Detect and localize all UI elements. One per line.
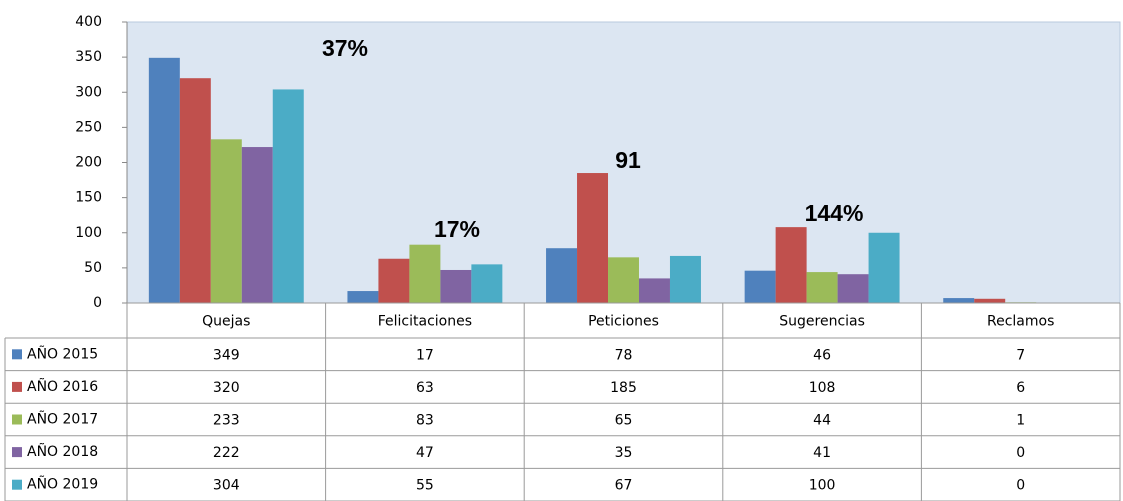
- legend-swatch: [12, 349, 22, 360]
- table-cell: 108: [809, 380, 836, 396]
- bar: [347, 291, 379, 303]
- y-tick-label: 400: [75, 14, 102, 30]
- table-cell: 0: [1016, 445, 1025, 461]
- table-cell: 46: [813, 347, 831, 363]
- bar: [943, 298, 975, 303]
- bar: [577, 173, 609, 303]
- legend-label: AÑO 2019: [27, 476, 98, 493]
- x-tick-label: Reclamos: [987, 314, 1054, 330]
- table-cell: 35: [615, 445, 633, 461]
- annotation: 91: [615, 147, 641, 173]
- legend-label: AÑO 2016: [27, 378, 98, 395]
- legend-swatch: [12, 447, 22, 458]
- table-cell: 100: [809, 478, 836, 494]
- bar: [669, 255, 701, 303]
- bar: [868, 232, 900, 303]
- bar: [775, 227, 807, 303]
- legend-swatch: [12, 414, 22, 425]
- table-cell: 67: [615, 478, 633, 494]
- bar: [638, 278, 670, 303]
- y-tick-label: 200: [75, 155, 102, 171]
- table-cell: 233: [213, 413, 240, 429]
- table-cell: 65: [615, 413, 633, 429]
- x-tick-label: Sugerencias: [779, 314, 865, 330]
- legend-swatch: [12, 381, 22, 392]
- x-tick-label: Peticiones: [588, 314, 659, 330]
- table-cell: 6: [1016, 380, 1025, 396]
- bar: [806, 272, 838, 303]
- bar: [546, 248, 578, 303]
- table-cell: 1: [1016, 413, 1025, 429]
- table-cell: 55: [416, 478, 434, 494]
- y-tick-label: 150: [75, 190, 102, 206]
- y-tick-label: 300: [75, 84, 102, 100]
- y-tick-label: 0: [93, 295, 102, 311]
- bar: [179, 78, 211, 303]
- legend-label: AÑO 2017: [27, 411, 98, 428]
- table-cell: 349: [213, 347, 240, 363]
- y-tick-label: 250: [75, 119, 102, 135]
- x-tick-label: Felicitaciones: [378, 314, 472, 330]
- bar: [148, 57, 180, 303]
- legend-label: AÑO 2018: [27, 443, 98, 460]
- table-cell: 185: [610, 380, 637, 396]
- table-cell: 41: [813, 445, 831, 461]
- table-cell: 222: [213, 445, 240, 461]
- table-cell: 44: [813, 413, 831, 429]
- table-cell: 17: [416, 347, 434, 363]
- table-cell: 47: [416, 445, 434, 461]
- table-cell: 63: [416, 380, 434, 396]
- legend-label: AÑO 2015: [27, 345, 98, 362]
- bar: [744, 270, 776, 303]
- bar: [837, 274, 869, 303]
- annotation: 37%: [322, 35, 368, 61]
- table-cell: 304: [213, 478, 240, 494]
- x-tick-label: Quejas: [202, 314, 250, 330]
- legend-swatch: [12, 479, 22, 490]
- bar: [241, 147, 273, 303]
- bar: [378, 258, 410, 303]
- table-cell: 0: [1016, 478, 1025, 494]
- bar: [409, 244, 441, 303]
- table-cell: 320: [213, 380, 240, 396]
- bar: [974, 298, 1006, 303]
- y-tick-label: 350: [75, 49, 102, 65]
- table-cell: 78: [615, 347, 633, 363]
- y-tick-label: 50: [84, 260, 102, 276]
- bar: [272, 89, 304, 303]
- bar: [210, 139, 242, 303]
- bar: [608, 257, 639, 303]
- bar: [440, 269, 472, 303]
- table-cell: 7: [1016, 347, 1025, 363]
- table-cell: 83: [416, 413, 434, 429]
- bar: [471, 264, 503, 303]
- annotation: 144%: [805, 200, 864, 226]
- annotation: 17%: [434, 216, 480, 242]
- y-tick-label: 100: [75, 225, 102, 241]
